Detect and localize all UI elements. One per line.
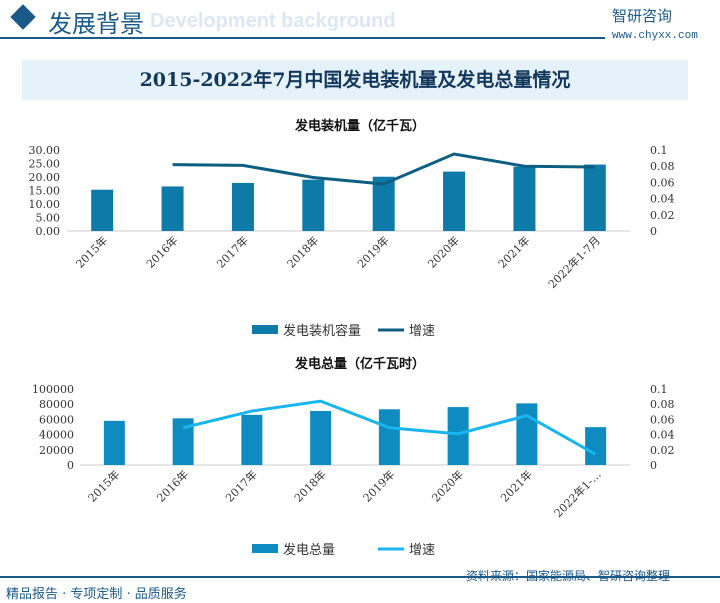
x-tick-label: 2018年 <box>291 467 328 504</box>
x-tick-label: 2015年 <box>85 467 122 504</box>
y2-tick-label: 0.06 <box>650 176 675 189</box>
y2-tick-label: 0.02 <box>650 444 675 457</box>
x-tick-label: 2017年 <box>223 467 260 504</box>
x-tick-label: 2021年 <box>495 233 532 270</box>
y-tick-label: 10.00 <box>29 198 61 211</box>
header-bg-text: Development background <box>150 10 396 32</box>
bar <box>103 420 125 465</box>
y-tick-label: 100000 <box>32 383 74 396</box>
bar <box>447 407 469 465</box>
bar <box>302 179 325 231</box>
legend-line-label: 增速 <box>409 324 435 339</box>
bar <box>443 171 466 231</box>
footer-slogan: 精品报告 · 专项定制 · 品质服务 <box>6 587 187 602</box>
y-tick-label: 5.00 <box>36 212 61 225</box>
x-tick-label: 2018年 <box>284 233 321 270</box>
bar <box>172 418 194 465</box>
growth-line <box>172 152 595 186</box>
bar <box>513 166 536 231</box>
growth-line <box>182 399 597 456</box>
x-tick-label: 2015年 <box>73 233 110 270</box>
y2-tick-label: 0.1 <box>650 144 668 157</box>
y2-tick-label: 0.02 <box>650 209 675 222</box>
legend-bar-swatch <box>252 544 278 553</box>
main-title: 2015-2022年7月中国发电装机量及发电总量情况 <box>22 60 688 100</box>
bar <box>516 403 538 465</box>
x-tick-label: 2017年 <box>214 233 251 270</box>
y2-tick-label: 0.08 <box>650 398 675 411</box>
bar <box>585 427 607 465</box>
brand-url: www.chyxx.com <box>612 30 698 42</box>
legend-line-label: 增速 <box>409 543 435 558</box>
y-tick-label: 0 <box>67 459 74 472</box>
brand-logo: 智研咨询 <box>612 7 673 25</box>
bar <box>372 176 395 231</box>
x-tick-label: 2020年 <box>425 233 462 270</box>
y2-tick-label: 0.04 <box>650 193 675 206</box>
bar <box>583 164 606 231</box>
bar <box>161 186 184 231</box>
y-tick-label: 25.00 <box>29 158 61 171</box>
chart1-title: 发电装机量（亿千瓦） <box>294 119 425 134</box>
y-tick-label: 15.00 <box>29 185 61 198</box>
y-tick-label: 60000 <box>39 413 74 426</box>
footer-divider <box>0 576 720 578</box>
y-tick-label: 80000 <box>39 398 74 411</box>
y2-tick-label: 0 <box>650 225 657 238</box>
y2-tick-label: 0.08 <box>650 160 675 173</box>
x-tick-label: 2021年 <box>498 467 535 504</box>
bar <box>91 189 114 231</box>
y-tick-label: 20.00 <box>29 171 61 184</box>
x-tick-label: 2019年 <box>360 467 397 504</box>
bar <box>241 414 263 465</box>
diamond-icon <box>10 4 36 30</box>
bar <box>231 182 254 231</box>
bar <box>378 409 400 465</box>
x-tick-label: 2022年1-… <box>551 467 604 520</box>
x-tick-label: 2022年1-7月 <box>545 233 603 291</box>
x-tick-label: 2016年 <box>143 233 180 270</box>
legend-bar-swatch <box>252 325 278 334</box>
section-title: 发展背景 <box>48 10 144 38</box>
legend-bar-label: 发电装机容量 <box>283 323 361 339</box>
x-tick-label: 2016年 <box>154 467 191 504</box>
y-tick-label: 30.00 <box>29 144 61 157</box>
x-tick-label: 2020年 <box>429 467 466 504</box>
y-tick-label: 20000 <box>39 444 74 457</box>
y2-tick-label: 0.04 <box>650 429 675 442</box>
bar <box>310 410 332 465</box>
y2-tick-label: 0.06 <box>650 413 675 426</box>
y-tick-label: 40000 <box>39 429 74 442</box>
legend-bar-label: 发电总量 <box>283 542 335 558</box>
y2-tick-label: 0 <box>650 459 657 472</box>
y-tick-label: 0.00 <box>36 225 61 238</box>
chart2-title: 发电总量（亿千瓦时） <box>294 357 425 372</box>
x-tick-label: 2019年 <box>354 233 391 270</box>
y2-tick-label: 0.1 <box>650 383 668 396</box>
chart2: 0 20000 40000 60000 80000 100000 0 0.02 0.04 0.06… <box>32 383 675 558</box>
header-divider <box>0 37 605 39</box>
